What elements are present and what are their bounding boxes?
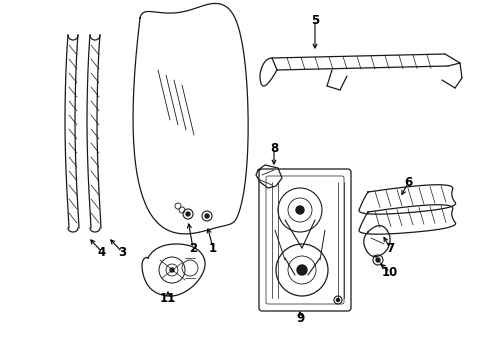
Text: 5: 5 xyxy=(311,13,319,27)
Circle shape xyxy=(296,206,304,214)
Circle shape xyxy=(186,212,190,216)
Circle shape xyxy=(170,268,174,272)
Circle shape xyxy=(376,258,380,262)
Text: 2: 2 xyxy=(189,242,197,255)
Text: 1: 1 xyxy=(209,242,217,255)
Text: 8: 8 xyxy=(270,141,278,154)
Circle shape xyxy=(297,265,307,275)
Text: 6: 6 xyxy=(404,176,412,189)
Circle shape xyxy=(337,298,340,302)
Text: 7: 7 xyxy=(386,242,394,255)
Text: 11: 11 xyxy=(160,292,176,305)
Text: 3: 3 xyxy=(118,246,126,258)
Circle shape xyxy=(205,214,209,218)
Text: 10: 10 xyxy=(382,266,398,279)
Text: 4: 4 xyxy=(98,246,106,258)
Text: 9: 9 xyxy=(296,311,304,324)
